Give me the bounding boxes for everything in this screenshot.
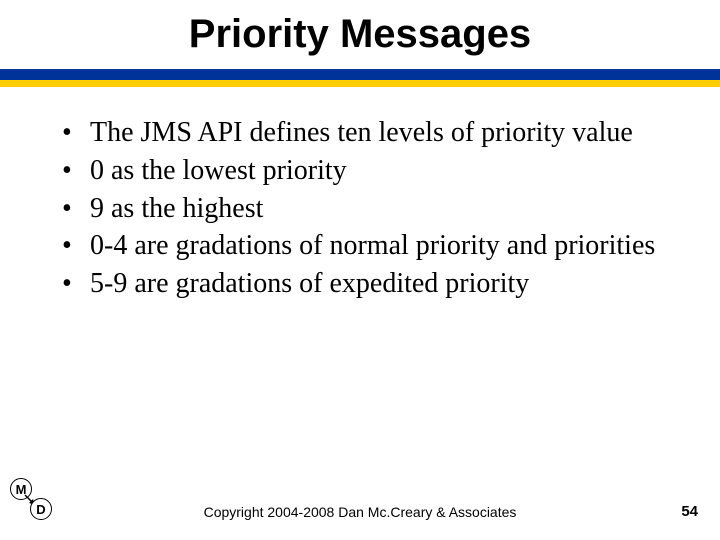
title-area: Priority Messages <box>0 0 720 65</box>
footer: M D Copyright 2004-2008 Dan Mc.Creary & … <box>0 476 720 526</box>
divider-yellow-bar <box>0 80 720 87</box>
title-divider <box>0 69 720 87</box>
page-number: 54 <box>681 503 698 520</box>
divider-blue-bar <box>0 69 720 80</box>
bullet-list: The JMS API defines ten levels of priori… <box>50 115 670 302</box>
bullet-item: 0-4 are gradations of normal priority an… <box>50 228 670 264</box>
bullet-item: The JMS API defines ten levels of priori… <box>50 115 670 151</box>
copyright-text: Copyright 2004-2008 Dan Mc.Creary & Asso… <box>0 504 720 520</box>
bullet-item: 5-9 are gradations of expedited priority <box>50 266 670 302</box>
content-area: The JMS API defines ten levels of priori… <box>0 87 720 302</box>
bullet-item: 9 as the highest <box>50 191 670 227</box>
bullet-item: 0 as the lowest priority <box>50 153 670 189</box>
slide-title: Priority Messages <box>0 12 720 57</box>
